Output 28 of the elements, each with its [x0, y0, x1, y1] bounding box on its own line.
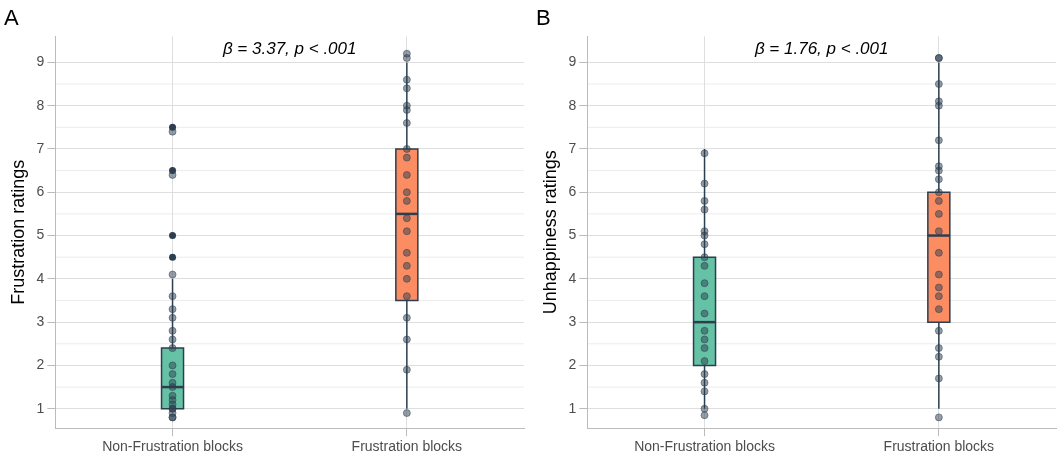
x-tick-label: Non-Frustration blocks: [102, 438, 243, 455]
y-tick-label: 6: [568, 183, 577, 200]
y-tick-label: 3: [36, 312, 45, 329]
y-tick-label: 4: [568, 269, 577, 286]
y-tick-label: 2: [568, 356, 577, 373]
y-tick-label: 8: [568, 96, 577, 113]
chart-title: B: [536, 5, 551, 31]
y-tick-label: 8: [36, 96, 45, 113]
x-tick-label: Frustration blocks: [883, 438, 995, 455]
y-tick-label: 1: [568, 399, 577, 416]
annotation: β = 3.37, p < .001: [221, 38, 357, 58]
y-tick-label: 3: [568, 312, 577, 329]
y-tick-label: 5: [36, 226, 45, 243]
y-axis-title: Frustration ratings: [7, 159, 28, 305]
y-tick-label: 2: [36, 356, 45, 373]
y-tick-label: 9: [568, 53, 577, 70]
chart-title: A: [4, 5, 19, 31]
x-tick-label: Non-Frustration blocks: [634, 438, 775, 455]
y-tick-label: 5: [568, 226, 577, 243]
y-axis-title: Unhappiness ratings: [539, 150, 560, 315]
y-tick-label: 6: [36, 183, 45, 200]
x-tick-label: Frustration blocks: [351, 438, 463, 455]
annotation: β = 1.76, p < .001: [753, 38, 889, 58]
y-tick-label: 1: [36, 399, 45, 416]
y-tick-label: 7: [568, 139, 577, 156]
y-tick-label: 4: [36, 269, 45, 286]
y-tick-label: 9: [36, 53, 45, 70]
y-tick-label: 7: [36, 139, 45, 156]
